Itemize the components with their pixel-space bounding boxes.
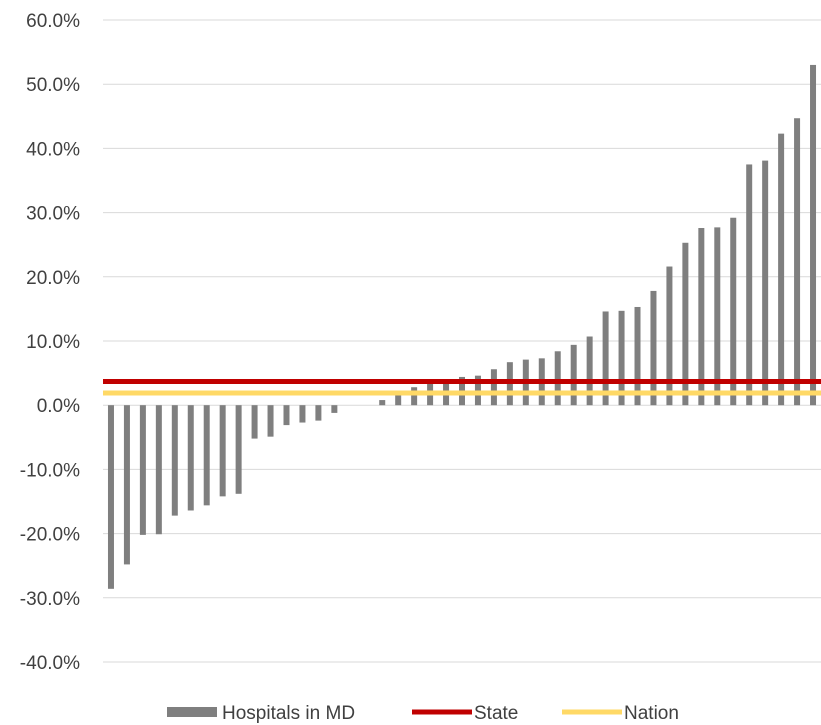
bar (474, 375, 481, 406)
gridlines (103, 19, 821, 663)
legend: Hospitals in MD State Nation (167, 703, 679, 724)
y-tick-label: 10.0% (26, 332, 80, 353)
bar (411, 387, 418, 406)
bar (762, 160, 769, 406)
y-tick-label: -30.0% (20, 589, 80, 610)
bar (171, 405, 178, 516)
bar (570, 344, 577, 406)
y-tick-label: 30.0% (26, 204, 80, 225)
y-tick-label: -20.0% (20, 525, 80, 546)
y-tick-label: 20.0% (26, 268, 80, 289)
y-tick-label: -40.0% (20, 653, 80, 674)
bar (187, 405, 194, 511)
reference-lines (103, 378, 821, 396)
bar (283, 405, 290, 426)
bar (666, 266, 673, 406)
bar (714, 227, 721, 406)
bar (123, 405, 130, 565)
bar (267, 405, 274, 437)
bar (554, 351, 561, 406)
legend-label: Hospitals in MD (222, 703, 355, 724)
bar (730, 217, 737, 406)
bar-series-hospitals (107, 64, 817, 589)
bar (155, 405, 162, 535)
y-tick-label: -10.0% (20, 460, 80, 481)
bar (395, 393, 402, 406)
y-axis-tick-labels: 60.0% 50.0% 40.0% 30.0% 20.0% 10.0% 0.0% -10.0%… (20, 11, 80, 674)
bar (650, 290, 657, 406)
bar (490, 369, 497, 406)
bar (794, 118, 801, 406)
legend-swatch-bar (167, 707, 217, 717)
bar (586, 336, 593, 406)
bar (634, 306, 641, 406)
y-tick-label: 50.0% (26, 75, 80, 96)
bar (746, 164, 753, 406)
bar (618, 310, 625, 406)
bar (379, 400, 386, 406)
y-tick-label: 0.0% (37, 396, 80, 417)
bar (235, 405, 242, 494)
bar (778, 133, 785, 406)
bar (315, 405, 322, 421)
bar (698, 228, 705, 406)
bar (299, 405, 306, 423)
bar (219, 405, 226, 497)
bar (107, 405, 114, 589)
bar (139, 405, 146, 535)
bar (602, 311, 609, 406)
y-tick-label: 40.0% (26, 139, 80, 160)
bar (203, 405, 210, 506)
bar (810, 64, 817, 406)
bar (331, 405, 338, 413)
y-tick-label: 60.0% (26, 11, 80, 32)
legend-label: State (474, 703, 518, 724)
bar (682, 242, 689, 406)
legend-label: Nation (624, 703, 679, 724)
bar (251, 405, 258, 439)
